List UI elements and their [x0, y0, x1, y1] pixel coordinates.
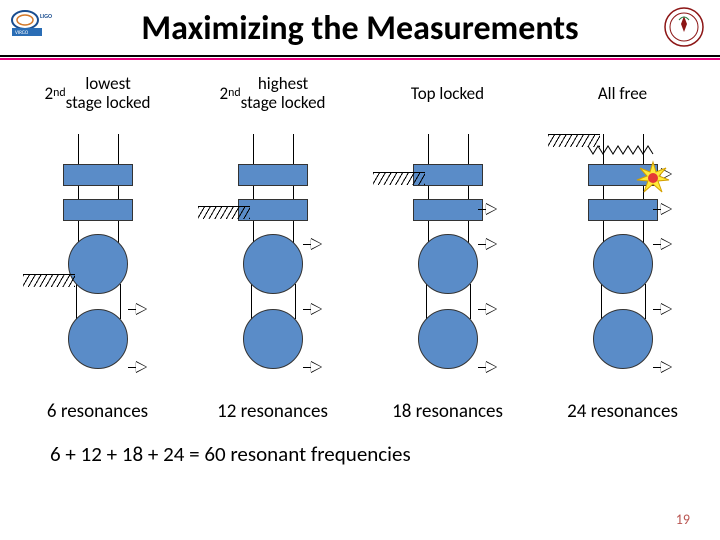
stanford-seal [663, 6, 705, 48]
column-label: Top locked [360, 74, 535, 114]
mass-circle [243, 234, 303, 294]
ground-symbol [373, 172, 425, 186]
diagram-column: Top locked 18 resonances [360, 74, 535, 423]
resonance-count: 12 resonances [185, 400, 360, 423]
mass-circle [68, 309, 128, 369]
mass-circle [418, 309, 478, 369]
column-label: 2nd higheststage locked [185, 74, 360, 114]
column-label: All free [535, 74, 710, 114]
ground-symbol [23, 274, 75, 288]
mass-bar [588, 199, 658, 221]
mass-bar [238, 164, 308, 186]
svg-text:VIRGO: VIRGO [15, 30, 29, 36]
clamp-icon [311, 304, 321, 314]
mass-circle [418, 234, 478, 294]
clamp-icon [486, 362, 496, 372]
resonance-count: 6 resonances [10, 400, 185, 423]
mass-circle [593, 309, 653, 369]
clamp-icon [661, 304, 671, 314]
diagram-column: All free 24 resonances [535, 74, 710, 423]
column-label: 2nd loweststage locked [10, 74, 185, 114]
clamp-icon [661, 204, 671, 214]
svg-text:LIGO: LIGO [40, 12, 52, 20]
clamp-icon [311, 362, 321, 372]
diagram-column: 2nd loweststage locked 6 resonances [10, 74, 185, 423]
resonance-count: 24 resonances [535, 400, 710, 423]
clamp-icon [486, 304, 496, 314]
diagram-columns: 2nd loweststage locked6 resonances2nd hi… [0, 60, 720, 423]
clamp-icon [486, 204, 496, 214]
page-title: Maximizing the Measurements [0, 0, 720, 49]
clamp-icon [136, 362, 146, 372]
mass-circle [68, 234, 128, 294]
clamp-icon [311, 239, 321, 249]
summary-equation: 6 + 12 + 18 + 24 = 60 resonant frequenci… [0, 423, 720, 467]
clamp-icon [661, 362, 671, 372]
mass-circle [243, 309, 303, 369]
mass-bar [63, 164, 133, 186]
clamp-icon [136, 304, 146, 314]
mass-bar [413, 199, 483, 221]
title-underline-black [0, 55, 720, 57]
diagram-column: 2nd higheststage locked 12 resonances [185, 74, 360, 423]
clamp-icon [486, 239, 496, 249]
mass-bar [63, 199, 133, 221]
mass-circle [593, 234, 653, 294]
clamp-icon [661, 239, 671, 249]
ligo-logo: LIGO VIRGO [10, 8, 60, 38]
resonance-count: 18 resonances [360, 400, 535, 423]
ground-symbol [198, 206, 250, 220]
page-number: 19 [676, 511, 690, 528]
